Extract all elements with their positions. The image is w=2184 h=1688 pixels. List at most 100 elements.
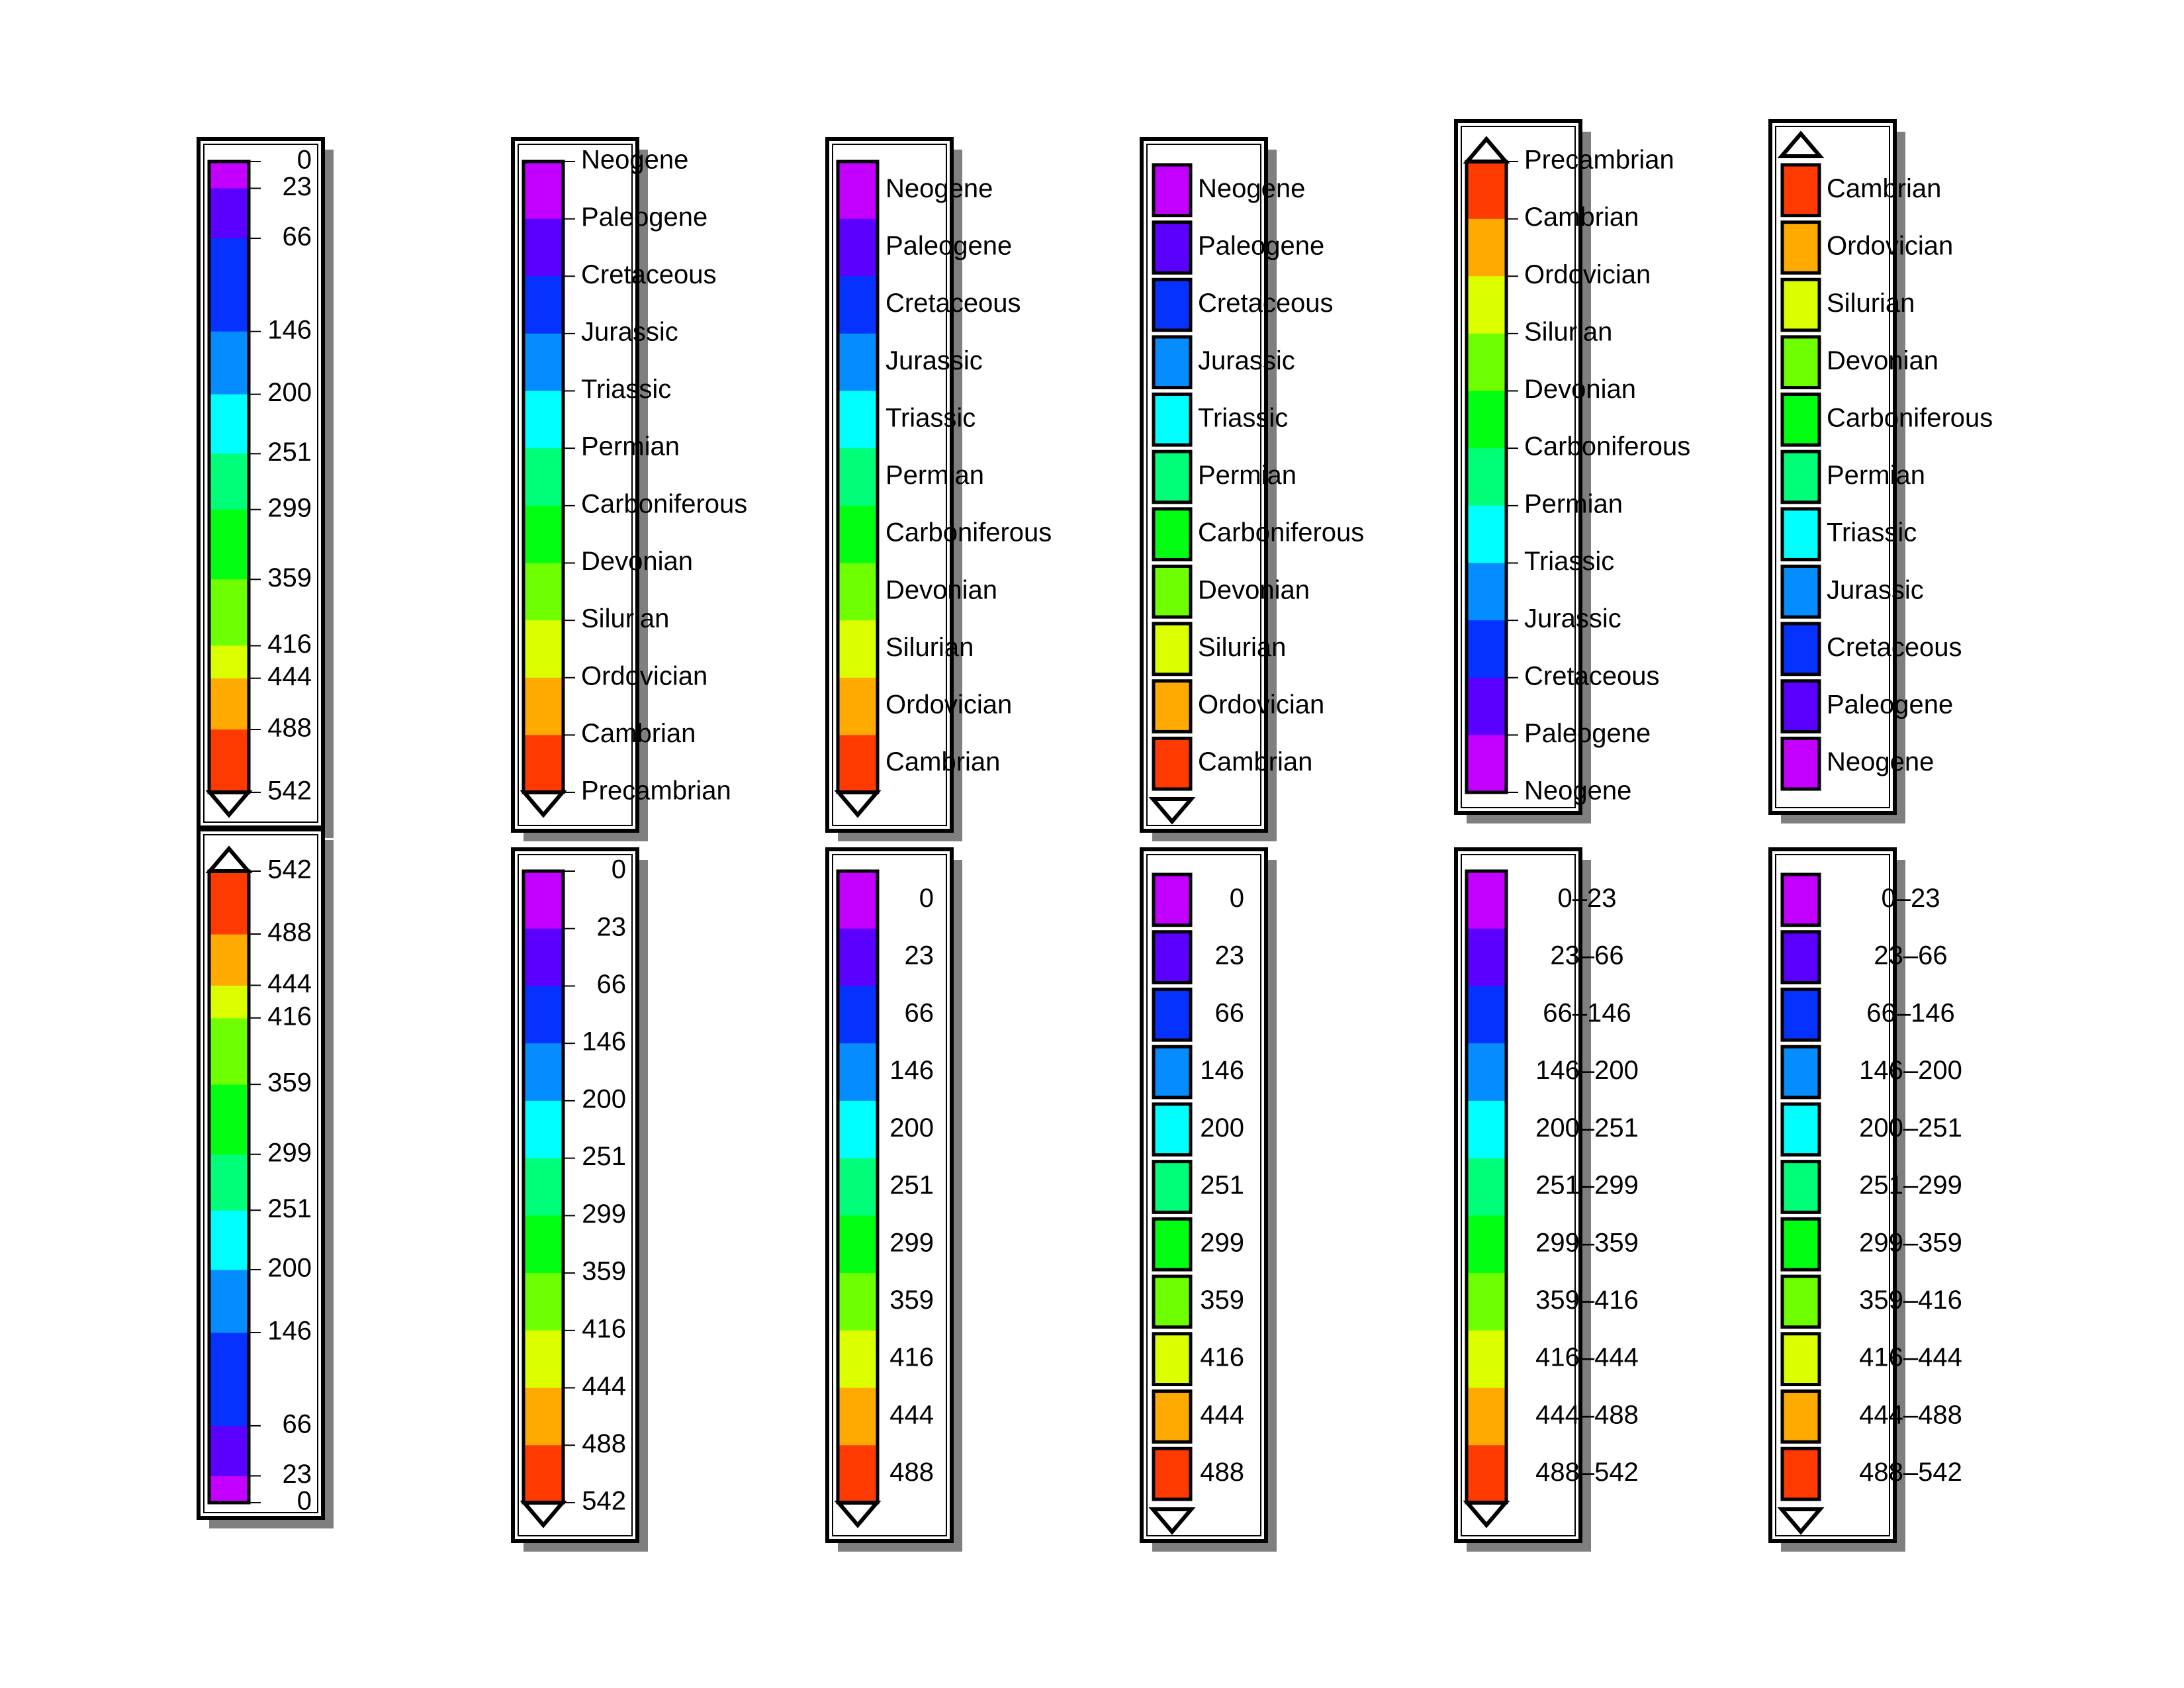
color-segment (209, 331, 249, 395)
swatch-label: 23–66 (1874, 941, 1947, 970)
swatch-label: 299–359 (1859, 1228, 1962, 1257)
color-segment (523, 986, 563, 1044)
color-segment (523, 871, 563, 929)
color-segment (1467, 505, 1506, 563)
panel-inner-frame (518, 854, 633, 1536)
tick-label: 66 (283, 222, 312, 252)
segment-label: Cretaceous (886, 289, 1021, 318)
swatch-label: Triassic (1827, 518, 1917, 547)
swatch-label: 444–488 (1859, 1400, 1962, 1429)
panel-inner-frame (1146, 144, 1261, 826)
tick-label: Triassic (581, 375, 671, 404)
color-segment (838, 162, 878, 220)
color-swatch (1780, 449, 1821, 504)
panel-inner-frame (1775, 126, 1890, 808)
tick-label: 542 (267, 776, 312, 806)
color-segment (838, 1100, 878, 1159)
tick-label: Jurassic (581, 317, 678, 346)
color-swatch (1780, 220, 1821, 275)
color-swatch (1780, 872, 1821, 927)
color-swatch (1780, 1274, 1821, 1329)
segment-label: 359 (889, 1286, 934, 1315)
color-swatch (1152, 1102, 1193, 1157)
tick-label: Paleogene (581, 203, 707, 232)
triangle-end-icon (520, 790, 567, 818)
color-segment (1467, 986, 1506, 1044)
color-segment (209, 1154, 249, 1211)
swatch-label: Cretaceous (1198, 289, 1334, 318)
color-segment (209, 162, 249, 189)
colorbar-5-equal-reversed: Precambrian Cambrian Ordovician Silurian Dev… (1454, 119, 1690, 823)
swatch-label: 299 (1200, 1228, 1244, 1257)
color-segment (1467, 677, 1506, 735)
color-segment (838, 928, 878, 986)
swatch-label: Ordovician (1198, 690, 1324, 720)
color-segment (1467, 1330, 1506, 1389)
swatch-label: Silurian (1198, 633, 1286, 662)
color-segment (1467, 871, 1506, 929)
swatch-label: 444 (1200, 1400, 1244, 1429)
colorbar-12-boxes-ranges: 0–23 23–66 66–146 146–200 200–251 251–299 299–… (1768, 847, 1962, 1552)
segment-label: Triassic (886, 403, 976, 432)
segment-label: 488–542 (1535, 1458, 1639, 1487)
segment-label: 23–66 (1550, 941, 1623, 970)
color-segment (1467, 563, 1506, 621)
triangle-end-icon (1463, 136, 1510, 164)
triangle-end-icon (1777, 130, 1825, 158)
color-swatch (1152, 1217, 1193, 1272)
color-swatch (1152, 1160, 1193, 1214)
color-swatch (1152, 1274, 1193, 1329)
tick-label: 0 (297, 1487, 312, 1516)
tick-label: 0 (297, 146, 312, 175)
color-swatch (1780, 736, 1821, 791)
tick-label: 416 (582, 1314, 626, 1343)
color-swatch (1152, 393, 1193, 447)
color-swatch (1780, 1217, 1821, 1272)
segment-label: 66–146 (1543, 998, 1631, 1027)
color-swatch (1780, 564, 1821, 619)
color-segment (1467, 1043, 1506, 1102)
color-segment (209, 985, 249, 1019)
swatch-label: 0 (1230, 884, 1244, 913)
tick-label: 23 (283, 172, 312, 201)
color-segment (838, 276, 878, 334)
swatch-label: 488–542 (1859, 1458, 1962, 1487)
color-swatch (1780, 679, 1821, 733)
tick-label: Ordovician (1524, 260, 1651, 289)
swatch-label: Silurian (1827, 289, 1915, 318)
color-segment (838, 871, 878, 929)
tick-label: 359 (267, 563, 312, 592)
color-segment (523, 735, 563, 793)
color-segment (838, 1158, 878, 1216)
segment-label: Ordovician (886, 690, 1012, 720)
swatch-label: 416 (1200, 1343, 1244, 1372)
color-segment (838, 333, 878, 392)
tick-label: Carboniferous (581, 489, 747, 518)
tick-label: 200 (267, 378, 312, 407)
tick-label: 146 (582, 1027, 626, 1056)
color-segment (523, 563, 563, 621)
tick-label: Precambrian (581, 776, 731, 806)
panel-inner-frame (203, 144, 318, 823)
tick-label: 200 (582, 1084, 626, 1113)
color-segment (523, 928, 563, 986)
tick-label: Paleogene (1524, 719, 1651, 748)
colorbar-10-boxes: 0 23 66 146 200 251 299 359 416 444 488 (1140, 847, 1277, 1552)
color-segment (523, 1273, 563, 1331)
color-segment (523, 1158, 563, 1216)
color-swatch (1780, 163, 1821, 218)
panel-inner-frame (1461, 126, 1576, 808)
colorbar-11-equal-ranges: 0–23 23–66 66–146 146–200 200–251 251–299 299–… (1454, 847, 1639, 1552)
color-segment (209, 579, 249, 646)
segment-label: Cambrian (886, 747, 1000, 776)
triangle-end-icon (205, 790, 253, 818)
swatch-label: Permian (1827, 461, 1925, 490)
tick-label: 359 (267, 1068, 312, 1098)
color-segment (1467, 333, 1506, 392)
color-swatch (1780, 1332, 1821, 1387)
color-swatch (1780, 1389, 1821, 1444)
color-swatch (1152, 1045, 1193, 1100)
tick-label: 488 (267, 918, 312, 947)
color-swatch (1152, 1332, 1193, 1387)
color-segment (1467, 391, 1506, 449)
